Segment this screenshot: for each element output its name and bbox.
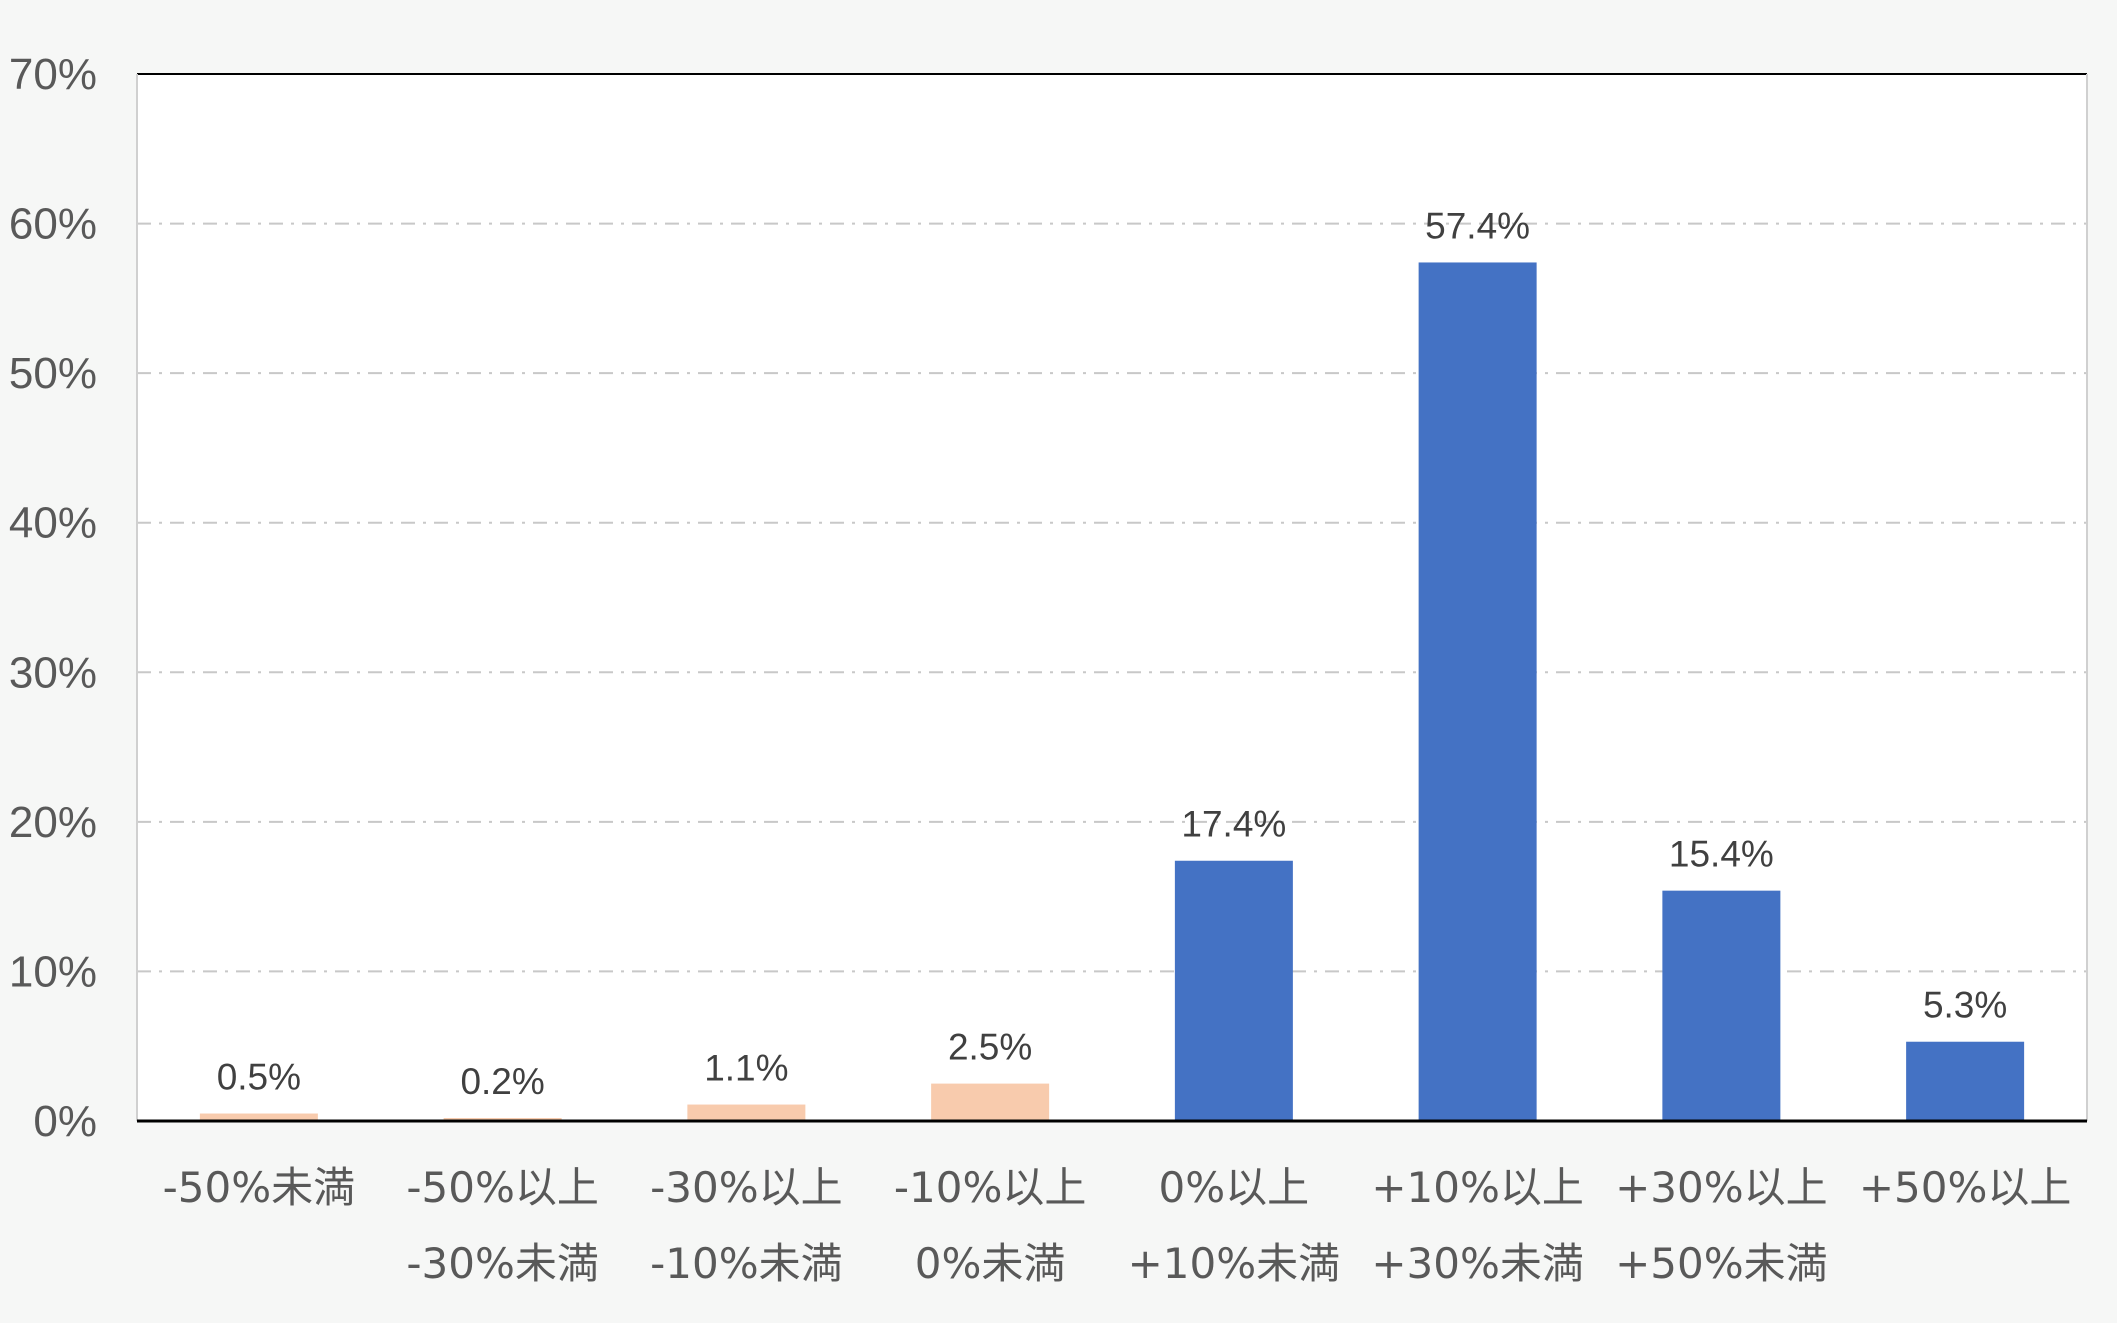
data-label-5: 57.4%	[1425, 205, 1530, 246]
x-tick-label-7: +50%以上	[1859, 1163, 2072, 1212]
y-tick-label-20: 20%	[9, 798, 97, 847]
x-tick-label-line: 0%以上	[1159, 1163, 1310, 1212]
y-tick-label-50: 50%	[9, 349, 97, 398]
x-tick-label-4: 0%以上 +10%未満	[1128, 1163, 1341, 1288]
x-tick-label-line: -50%未満	[163, 1163, 356, 1212]
x-tick-label-line: +10%以上	[1371, 1163, 1584, 1212]
x-tick-label-line: -30%以上	[650, 1163, 843, 1212]
plot-area	[137, 74, 2087, 1121]
x-tick-label-line: -30%未満	[406, 1239, 599, 1288]
x-tick-label-line: -10%以上	[894, 1163, 1087, 1212]
x-tick-label-line: 0%未満	[915, 1239, 1066, 1288]
bar-0	[199, 1113, 318, 1121]
data-label-7: 5.3%	[1923, 985, 2007, 1026]
x-tick-label-1: -50%以上 -30%未満	[406, 1163, 599, 1288]
x-tick-label-line: +30%以上	[1615, 1163, 1828, 1212]
x-tick-label-3: -10%以上 0%未満	[894, 1163, 1087, 1288]
x-tick-label-6: +30%以上 +50%未満	[1615, 1163, 1828, 1288]
y-tick-label-40: 40%	[9, 499, 97, 548]
data-label-2: 1.1%	[704, 1048, 788, 1089]
data-label-1: 0.2%	[460, 1061, 544, 1102]
axes	[136, 73, 2088, 1123]
bar-3	[931, 1083, 1050, 1121]
x-tick-label-line: +30%未満	[1371, 1239, 1584, 1288]
y-axis-tick-labels: 0% 10% 20% 30% 40% 50% 60% 70%	[9, 50, 97, 1146]
y-tick-label-30: 30%	[9, 648, 97, 697]
bar-4	[1174, 860, 1293, 1121]
bar-2	[687, 1104, 806, 1121]
x-tick-label-5: +10%以上 +30%未満	[1371, 1163, 1584, 1288]
x-axis-tick-labels: -50%未満 -50%以上 -30%未満 -30%以上 -10%未満 -10%以上 0%未満…	[163, 1163, 2072, 1288]
x-tick-label-2: -30%以上 -10%未満	[650, 1163, 843, 1288]
bar-5	[1418, 262, 1537, 1122]
y-tick-label-10: 10%	[9, 947, 97, 996]
y-tick-label-70: 70%	[9, 50, 97, 99]
x-tick-label-0: -50%未満	[163, 1163, 356, 1212]
x-tick-label-line: +10%未満	[1128, 1239, 1341, 1288]
bar-7	[1906, 1041, 2025, 1121]
x-tick-label-line: -10%未満	[650, 1239, 843, 1288]
y-tick-label-60: 60%	[9, 200, 97, 249]
y-tick-label-0: 0%	[33, 1097, 97, 1146]
data-label-0: 0.5%	[217, 1057, 301, 1098]
x-tick-label-line: +50%未満	[1615, 1239, 1828, 1288]
data-labels: 0.5% 0.2% 1.1% 2.5% 17.4% 57.4% 15.4% 5.3%	[217, 205, 2008, 1102]
bar-6	[1662, 890, 1781, 1121]
data-label-3: 2.5%	[948, 1027, 1032, 1068]
bars	[199, 262, 2025, 1122]
x-tick-label-line: +50%以上	[1859, 1163, 2072, 1212]
data-label-4: 17.4%	[1181, 804, 1286, 845]
x-tick-label-line: -50%以上	[406, 1163, 599, 1212]
data-label-6: 15.4%	[1669, 834, 1774, 875]
